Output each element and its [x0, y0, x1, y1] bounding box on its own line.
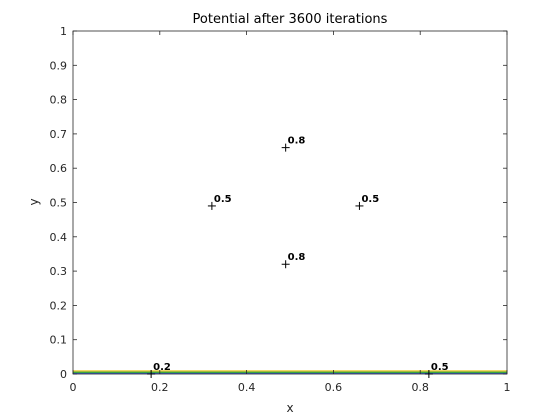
- contour-label-point: 0.2: [147, 362, 171, 378]
- y-tick-label: 0.1: [50, 334, 68, 347]
- plot-area: 0 0.2 0.4 0.6 0.8 100.10.20.30.40.50.60.70.80…: [50, 25, 511, 394]
- contour-label-point: 0.8: [281, 136, 306, 152]
- contour-value-label: 0.5: [431, 362, 449, 373]
- y-tick-label: 0: [60, 368, 67, 381]
- x-tick-label: 0.6: [325, 381, 343, 394]
- x-axis-label: x: [286, 401, 293, 415]
- y-tick-label: 0.5: [50, 197, 68, 210]
- contour-value-label: 0.2: [153, 362, 171, 373]
- plot-background: [73, 31, 507, 374]
- y-tick-label: 0.6: [50, 162, 68, 175]
- y-tick-label: 0.2: [50, 299, 68, 312]
- contour-value-label: 0.8: [288, 136, 306, 147]
- x-tick-label: 0.8: [411, 381, 429, 394]
- x-tick-label: 0.4: [238, 381, 256, 394]
- x-tick-label: 1: [504, 381, 511, 394]
- y-axis-label: y: [27, 198, 41, 205]
- contour-label-point: 0.5: [424, 362, 449, 378]
- y-tick-label: 0.4: [50, 231, 68, 244]
- y-tick-label: 0.8: [50, 94, 68, 107]
- contour-value-label: 0.5: [214, 194, 232, 205]
- contour-label-point: 0.5: [207, 194, 232, 210]
- y-tick-label: 1: [60, 25, 67, 38]
- x-tick-label: 0.2: [151, 381, 169, 394]
- x-tick-label: 0: [70, 381, 77, 394]
- y-tick-label: 0.9: [50, 59, 68, 72]
- contour-value-label: 0.5: [361, 194, 379, 205]
- contour-label-point: 0.8: [281, 252, 306, 269]
- chart-title: Potential after 3600 iterations: [193, 12, 388, 27]
- y-tick-label: 0.3: [50, 265, 68, 278]
- y-tick-label: 0.7: [50, 128, 68, 141]
- contour-label-point: 0.5: [355, 194, 379, 210]
- contour-value-label: 0.8: [288, 252, 306, 263]
